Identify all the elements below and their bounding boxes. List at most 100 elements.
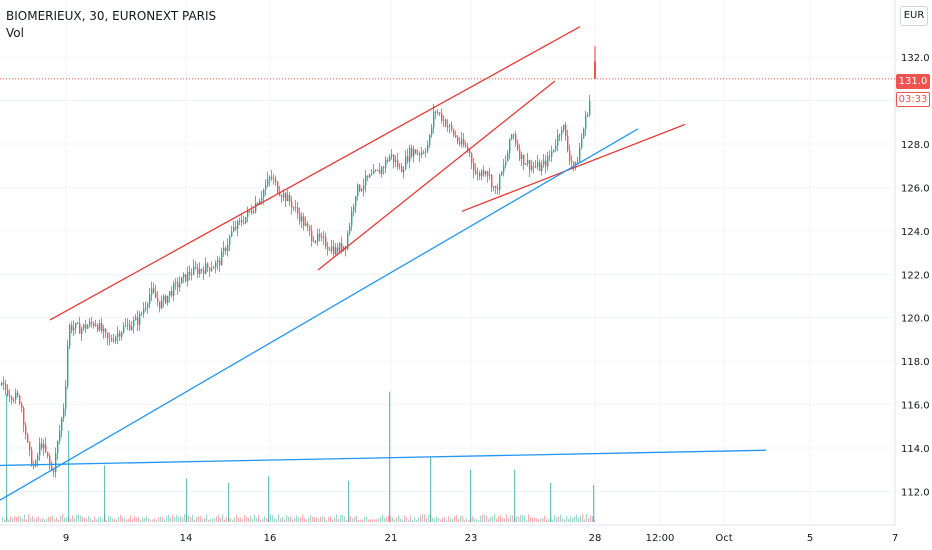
volume-bar xyxy=(166,516,168,522)
volume-bar xyxy=(150,519,152,522)
candle-body xyxy=(401,166,403,173)
volume-bar xyxy=(212,518,214,522)
volume-bar xyxy=(590,515,592,522)
candle-body xyxy=(317,233,319,241)
currency-button[interactable]: EUR xyxy=(900,6,928,26)
candle-body xyxy=(39,443,41,456)
volume-bar xyxy=(384,517,386,522)
candle-body xyxy=(73,327,75,331)
candle-body xyxy=(363,185,365,190)
candle-body xyxy=(167,295,169,304)
candle-body xyxy=(319,233,321,238)
candle-body xyxy=(567,135,569,151)
candle-body xyxy=(89,321,91,326)
candle-body xyxy=(77,322,79,324)
volume-bar xyxy=(568,518,570,522)
candle-body xyxy=(413,149,415,157)
volume-bar xyxy=(592,516,594,522)
volume-bar xyxy=(50,516,52,522)
candle-body xyxy=(211,268,213,271)
volume-bar xyxy=(334,517,336,522)
volume-bar xyxy=(386,517,388,522)
volume-bar xyxy=(176,515,178,522)
candle-body xyxy=(97,324,99,331)
volume-bar xyxy=(256,517,258,522)
candle-body xyxy=(121,332,123,337)
candle-body xyxy=(357,184,359,197)
volume-bar xyxy=(240,517,242,522)
candle-body xyxy=(11,396,13,400)
candle-body xyxy=(409,147,411,162)
candle-body xyxy=(573,162,575,165)
candle-body xyxy=(385,159,387,168)
candle-body xyxy=(477,173,479,175)
volume-bar xyxy=(332,519,334,522)
volume-bar xyxy=(500,515,502,522)
volume-bar xyxy=(228,482,230,522)
candle-body xyxy=(59,430,61,442)
volume-bar xyxy=(536,518,538,522)
candle-body xyxy=(119,333,121,337)
volume-bar xyxy=(566,516,568,522)
volume-bar xyxy=(126,519,128,522)
volume-bar xyxy=(210,518,212,522)
volume-bar xyxy=(292,519,294,522)
symbol-title[interactable]: BIOMERIEUX, 30, EURONEXT PARIS xyxy=(6,9,217,23)
candle-body xyxy=(253,211,255,213)
volume-bar xyxy=(436,516,438,522)
volume-bar xyxy=(82,516,84,522)
volume-bar xyxy=(462,516,464,522)
volume-bar xyxy=(122,517,124,522)
volume-bar xyxy=(296,515,298,522)
candle-body xyxy=(137,317,139,325)
volume-bar xyxy=(238,517,240,522)
candle-body xyxy=(303,216,305,226)
volume-bar xyxy=(100,516,102,522)
candle-body xyxy=(185,274,187,282)
volume-bar xyxy=(512,515,514,522)
volume-bar xyxy=(434,518,436,522)
volume-bar xyxy=(102,519,104,522)
volume-bar xyxy=(400,518,402,522)
candle-body xyxy=(129,324,131,330)
volume-bar xyxy=(156,519,158,522)
candle-body xyxy=(489,175,491,177)
candle-body xyxy=(465,145,467,147)
candle-body xyxy=(297,207,299,214)
candle-body xyxy=(493,186,495,188)
volume-bar xyxy=(26,519,28,522)
candle-body xyxy=(149,294,151,304)
volume-bar xyxy=(226,517,228,522)
volume-indicator-label[interactable]: Vol xyxy=(6,26,24,40)
volume-bar xyxy=(116,519,118,522)
candle-body xyxy=(367,175,369,178)
volume-bar xyxy=(278,514,280,522)
volume-bar xyxy=(502,517,504,522)
volume-bar xyxy=(402,519,404,522)
x-tick-label: 7 xyxy=(892,533,898,544)
candle-body xyxy=(87,325,89,329)
candle-body xyxy=(169,291,171,296)
volume-bar xyxy=(112,518,114,522)
candle-body xyxy=(347,233,349,249)
candle-body xyxy=(135,317,137,321)
candle-body xyxy=(201,268,203,271)
volume-bar xyxy=(272,515,274,522)
candle-body xyxy=(25,425,27,435)
volume-bar xyxy=(90,518,92,522)
volume-bar xyxy=(390,516,392,522)
volume-bar xyxy=(580,515,582,522)
volume-bar xyxy=(562,518,564,522)
candle-body xyxy=(101,323,103,332)
volume-bar xyxy=(416,519,418,522)
candle-body xyxy=(179,283,181,288)
candle-body xyxy=(529,160,531,170)
volume-bar xyxy=(346,519,348,522)
volume-bar xyxy=(424,514,426,522)
candle-body xyxy=(19,395,21,404)
candle-body xyxy=(159,301,161,309)
candle-body xyxy=(299,213,301,222)
candle-body xyxy=(467,146,469,151)
volume-bar xyxy=(558,516,560,522)
